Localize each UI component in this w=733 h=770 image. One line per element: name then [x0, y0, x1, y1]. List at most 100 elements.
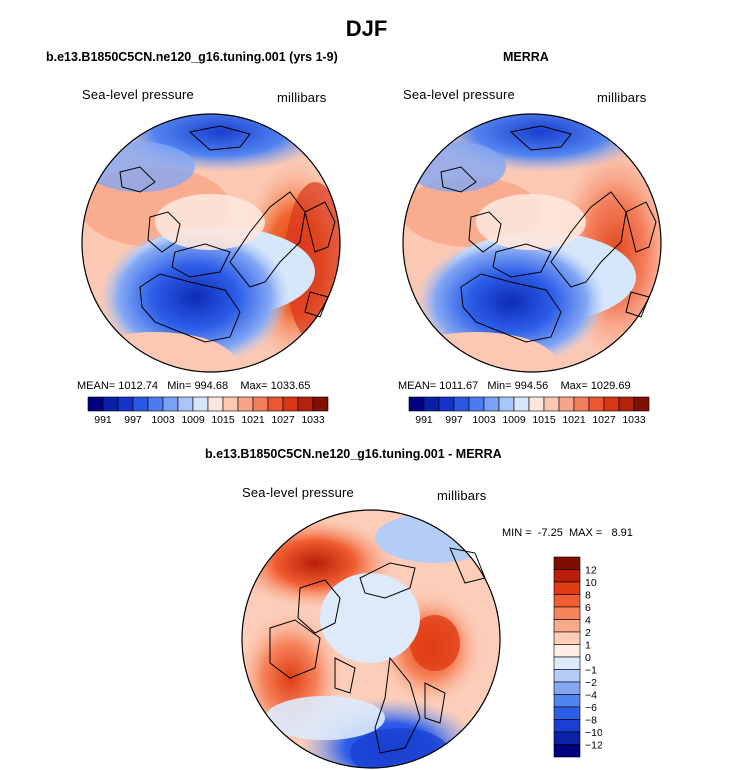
model-colorbar-swatch — [252, 396, 269, 412]
model-max: 1033.65 — [270, 380, 311, 392]
diff-colorbar-swatch — [553, 706, 581, 720]
diff-colorbar-label: −1 — [585, 665, 597, 677]
merra-colorbar-swatch — [633, 396, 650, 412]
merra-colorbar-label: 1003 — [472, 414, 496, 426]
model-colorbar-label: 1015 — [211, 414, 235, 426]
merra-colorbar-label: 1027 — [592, 414, 616, 426]
model-units-label: millibars — [277, 90, 327, 105]
diff-colorbar-label: 0 — [585, 652, 591, 664]
merra-colorbar: 991 997 1003 1009 1015 1021 1027 1033 — [408, 396, 650, 426]
model-colorbar-swatch — [312, 396, 329, 412]
diff-colorbar-label: −12 — [585, 740, 602, 752]
merra-colorbar-label: 991 — [415, 414, 433, 426]
model-colorbar-swatch — [147, 396, 164, 412]
diff-colorbar-label: −8 — [585, 715, 597, 727]
model-colorbar-label: 991 — [94, 414, 112, 426]
model-colorbar-swatch — [297, 396, 314, 412]
merra-colorbar-swatch — [423, 396, 440, 412]
model-colorbar-swatch — [282, 396, 299, 412]
model-colorbar-label: 1033 — [301, 414, 325, 426]
diff-colorbar-swatch — [553, 594, 581, 608]
diff-colorbar-swatch — [553, 669, 581, 683]
model-min: 994.68 — [194, 380, 229, 392]
diff-colorbar-label: −2 — [585, 677, 597, 689]
merra-colorbar-label: 997 — [445, 414, 463, 426]
diff-colorbar-label: 8 — [585, 590, 591, 602]
diff-polar-map — [241, 509, 501, 769]
diff-colorbar-label: −4 — [585, 690, 597, 702]
model-colorbar-swatch — [237, 396, 254, 412]
model-colorbar-swatch — [87, 396, 104, 412]
diff-min: -7.25 — [537, 527, 563, 539]
model-panel-title: b.e13.B1850C5CN.ne120_g16.tuning.001 (yr… — [46, 50, 338, 64]
merra-stats: MEAN= 1011.67 Min= 994.56 Max= 1029.69 — [398, 380, 631, 392]
diff-units-label: millibars — [437, 488, 487, 503]
diff-colorbar-label: 2 — [585, 627, 591, 639]
model-colorbar-swatch — [222, 396, 239, 412]
diff-colorbar-swatch — [553, 556, 581, 570]
diff-colorbar-swatch — [553, 681, 581, 695]
diff-colorbar-swatch — [553, 619, 581, 633]
model-colorbar-label: 997 — [124, 414, 142, 426]
merra-colorbar-swatch — [573, 396, 590, 412]
diff-minmax: MIN = -7.25 MAX = 8.91 — [502, 527, 633, 539]
diff-colorbar-label: 12 — [585, 565, 597, 577]
merra-colorbar-swatch — [618, 396, 635, 412]
merra-colorbar-label: 1021 — [562, 414, 586, 426]
diff-colorbar-swatch — [553, 606, 581, 620]
merra-colorbar-swatch — [453, 396, 470, 412]
diff-colorbar-swatch — [553, 569, 581, 583]
diff-panel-title: b.e13.B1850C5CN.ne120_g16.tuning.001 - M… — [205, 447, 502, 461]
merra-colorbar-swatch — [498, 396, 515, 412]
diff-colorbar-swatch — [553, 656, 581, 670]
merra-variable-label: Sea-level pressure — [403, 87, 515, 102]
diff-max: 8.91 — [611, 527, 633, 539]
merra-colorbar-swatch — [528, 396, 545, 412]
merra-colorbar-label: 1015 — [532, 414, 556, 426]
diff-colorbar-swatch — [553, 731, 581, 745]
model-colorbar-swatch — [192, 396, 209, 412]
diff-colorbar-swatch — [553, 744, 581, 758]
model-colorbar-label: 1021 — [241, 414, 265, 426]
merra-colorbar-swatch — [483, 396, 500, 412]
model-mean: 1012.74 — [118, 380, 159, 392]
model-colorbar-swatch — [177, 396, 194, 412]
merra-colorbar-swatch — [603, 396, 620, 412]
model-colorbar-swatch — [102, 396, 119, 412]
merra-panel-title: MERRA — [503, 50, 549, 64]
model-colorbar-label: 1027 — [271, 414, 295, 426]
merra-colorbar-swatch — [513, 396, 530, 412]
merra-colorbar-swatch — [558, 396, 575, 412]
model-colorbar-label: 1009 — [181, 414, 205, 426]
diff-colorbar-label: 6 — [585, 602, 591, 614]
diff-colorbar-label: −10 — [585, 727, 602, 739]
model-colorbar-swatch — [117, 396, 134, 412]
diff-variable-label: Sea-level pressure — [242, 485, 354, 500]
model-colorbar-swatch — [162, 396, 179, 412]
merra-max: 1029.69 — [590, 380, 631, 392]
model-variable-label: Sea-level pressure — [82, 87, 194, 102]
merra-polar-map — [402, 113, 662, 373]
diff-colorbar-label: 10 — [585, 577, 597, 589]
diff-colorbar-label: 4 — [585, 615, 591, 627]
model-colorbar-swatch — [207, 396, 224, 412]
diff-colorbar-swatch — [553, 694, 581, 708]
model-polar-map — [81, 113, 341, 373]
model-colorbar-label: 1003 — [151, 414, 175, 426]
diff-colorbar-label: 1 — [585, 640, 591, 652]
merra-colorbar-label: 1033 — [622, 414, 646, 426]
merra-colorbar-swatch — [588, 396, 605, 412]
merra-colorbar-swatch — [468, 396, 485, 412]
season-title: DJF — [345, 16, 388, 41]
merra-min: 994.56 — [514, 380, 549, 392]
diff-colorbar-swatch — [553, 644, 581, 658]
model-colorbar: 991 997 1003 1009 1015 1021 1027 1033 — [87, 396, 329, 426]
merra-colorbar-swatch — [543, 396, 560, 412]
model-colorbar-swatch — [267, 396, 284, 412]
diff-colorbar-swatch — [553, 631, 581, 645]
merra-colorbar-swatch — [408, 396, 425, 412]
diff-colorbar-swatch — [553, 719, 581, 733]
model-colorbar-swatch — [132, 396, 149, 412]
merra-colorbar-swatch — [438, 396, 455, 412]
